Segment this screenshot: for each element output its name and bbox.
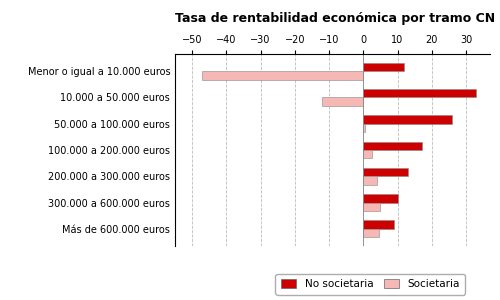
Bar — [364, 63, 405, 71]
Bar — [364, 168, 408, 176]
Bar — [364, 229, 378, 237]
Text: Tasa de rentabilidad económica por tramo CN: Tasa de rentabilidad económica por tramo… — [175, 12, 495, 25]
Bar — [364, 176, 377, 185]
Bar — [364, 202, 380, 211]
Bar — [202, 71, 364, 80]
Bar — [364, 115, 452, 124]
Bar — [364, 150, 372, 158]
Bar — [364, 89, 476, 98]
Bar — [364, 220, 394, 229]
Bar — [364, 124, 365, 132]
Bar — [364, 142, 422, 150]
Legend: No societaria, Societaria: No societaria, Societaria — [276, 274, 465, 295]
Bar — [364, 194, 398, 202]
Bar — [322, 98, 364, 106]
